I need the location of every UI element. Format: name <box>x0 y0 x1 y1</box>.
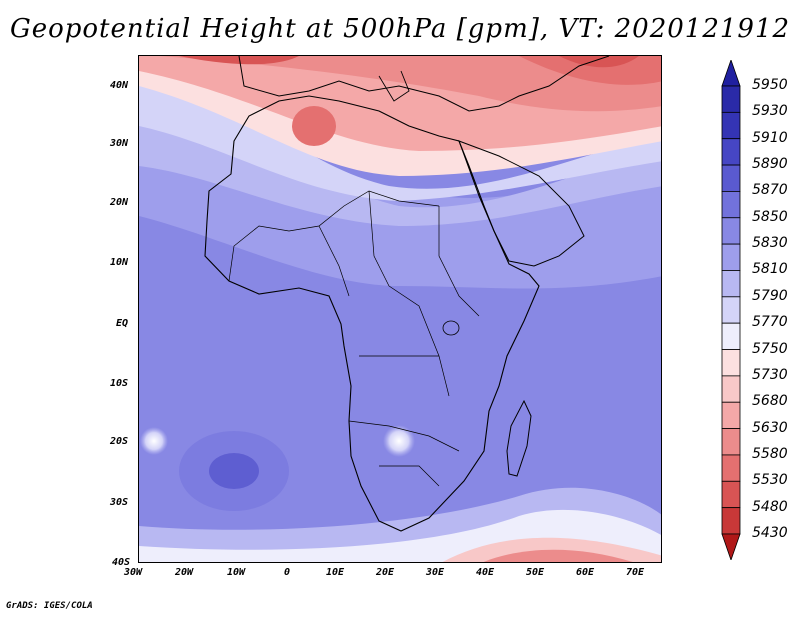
colorbar-level-label: 5730 <box>752 366 788 383</box>
lon-label: 30E <box>426 567 445 578</box>
colorbar-level-label: 5750 <box>752 340 788 357</box>
colorbar-level-label: 5950 <box>752 77 788 93</box>
colorbar-level-label: 5790 <box>752 287 788 304</box>
colorbar-swatch <box>721 349 741 377</box>
colorbar-level-label: 5850 <box>752 208 788 225</box>
lat-label: 40N <box>110 80 129 91</box>
colorbar-swatch <box>721 111 741 140</box>
lon-label: 70E <box>626 567 645 578</box>
lon-label: 20E <box>376 567 395 578</box>
lon-label: 60E <box>576 567 595 578</box>
lat-label: 30N <box>110 138 129 149</box>
colorbar-swatch <box>721 164 741 192</box>
colorbar-swatch <box>721 428 741 456</box>
lon-label: 50E <box>526 567 545 578</box>
colorbar-swatch <box>721 322 741 350</box>
colorbar-level-label: 5630 <box>752 419 788 436</box>
footer-credit: GrADS: IGES/COLA <box>6 601 93 611</box>
colorbar-swatch <box>721 217 741 245</box>
colorbar-swatch <box>721 85 741 113</box>
lat-label: 20S <box>110 436 129 447</box>
colorbar-level-label: 5770 <box>752 314 788 331</box>
lon-label: 0 <box>284 567 291 578</box>
lat-label: 40S <box>112 557 131 568</box>
colorbar-swatch <box>721 401 741 429</box>
height-field <box>139 56 661 562</box>
colorbar-level-label: 5890 <box>752 156 788 173</box>
lat-label: 30S <box>110 497 129 508</box>
lon-label: 20W <box>175 567 194 578</box>
lat-label: 10S <box>110 378 129 389</box>
colorbar-level-label: 5430 <box>752 525 788 541</box>
colorbar <box>721 60 741 560</box>
colorbar-level-label: 5530 <box>752 472 788 489</box>
colorbar-level-label: 5910 <box>752 129 788 146</box>
colorbar-swatch <box>721 454 741 482</box>
lat-label: 20N <box>110 197 129 208</box>
colorbar-level-label: 5930 <box>752 103 788 120</box>
map-panel <box>138 55 662 563</box>
colorbar-swatch <box>721 191 741 219</box>
colorbar-level-label: 5810 <box>752 261 788 278</box>
colorbar-swatch <box>721 270 741 298</box>
colorbar-level-label: 5830 <box>752 235 788 252</box>
lon-label: 30W <box>124 567 143 578</box>
colorbar-level-label: 5580 <box>752 445 788 462</box>
colorbar-swatch <box>721 507 741 535</box>
colorbar-swatch <box>721 138 741 166</box>
colorbar-top-arrow <box>721 60 741 87</box>
colorbar-level-label: 5680 <box>752 393 788 410</box>
colorbar-level-label: 5870 <box>752 182 788 199</box>
lon-label: 10W <box>227 567 246 578</box>
colorbar-swatch <box>721 375 741 403</box>
colorbar-swatch <box>721 480 741 509</box>
colorbar-swatch <box>721 243 741 271</box>
map-title: Geopotential Height at 500hPa [gpm], VT:… <box>9 14 791 44</box>
lat-label: 10N <box>110 257 129 268</box>
colorbar-bottom-arrow <box>721 533 741 560</box>
colorbar-swatch <box>721 296 741 324</box>
lon-label: 40E <box>476 567 495 578</box>
lon-label: 10E <box>326 567 345 578</box>
colorbar-level-label: 5480 <box>752 498 788 515</box>
lat-label: EQ <box>116 318 129 329</box>
